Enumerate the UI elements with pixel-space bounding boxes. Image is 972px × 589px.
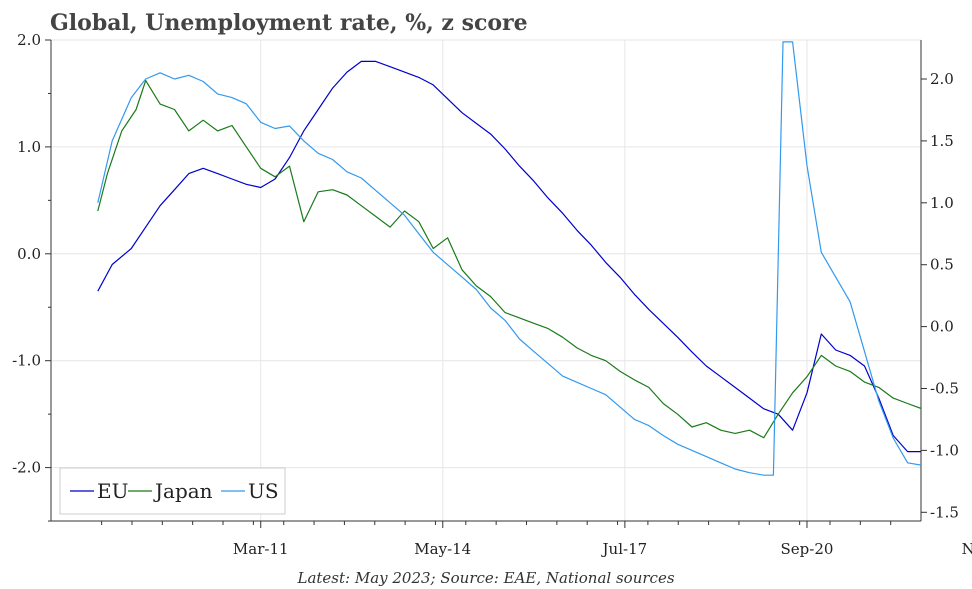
left-tick-label: 0.0 (17, 245, 41, 263)
x-tick-label: May-14 (414, 540, 471, 558)
legend: EU Japan US (59, 467, 286, 515)
left-tick-label: -2.0 (12, 459, 41, 477)
right-tick-label: -0.5 (930, 380, 959, 398)
grid (51, 39, 921, 521)
legend-label-japan: Japan (153, 479, 213, 503)
left-tick-label: 2.0 (17, 31, 41, 49)
right-tick-label: -1.5 (930, 503, 959, 521)
axes: 2.0 1.0 0.0 -1.0 -2.0 2.0 1.5 1.0 0.5 0.0 -0.5 -1.0… (12, 31, 972, 558)
right-tick-label: 0.5 (930, 256, 954, 274)
x-tick-label: Mar-11 (233, 540, 289, 558)
series-lines (97, 41, 921, 476)
right-tick-label: 1.0 (930, 194, 954, 212)
chart-title: Global, Unemployment rate, %, z score (50, 10, 528, 36)
legend-box (59, 467, 286, 515)
series-line-japan (97, 79, 921, 439)
x-tick-label: Nov-23 (962, 540, 972, 558)
x-tick-label: Sep-20 (781, 540, 834, 558)
series-line-us (97, 41, 921, 476)
left-tick-label: 1.0 (17, 138, 41, 156)
legend-label-us: US (248, 479, 279, 503)
left-tick-label: -1.0 (12, 352, 41, 370)
right-tick-label: -1.0 (930, 441, 959, 459)
series-line-eu (97, 60, 921, 453)
right-tick-label: 1.5 (930, 132, 954, 150)
right-tick-label: 0.0 (930, 318, 954, 336)
right-tick-label: 2.0 (930, 70, 954, 88)
x-tick-label: Jul-17 (601, 540, 648, 558)
legend-label-eu: EU (97, 479, 128, 503)
source-note: Latest: May 2023; Source: EAE, National … (296, 569, 674, 587)
